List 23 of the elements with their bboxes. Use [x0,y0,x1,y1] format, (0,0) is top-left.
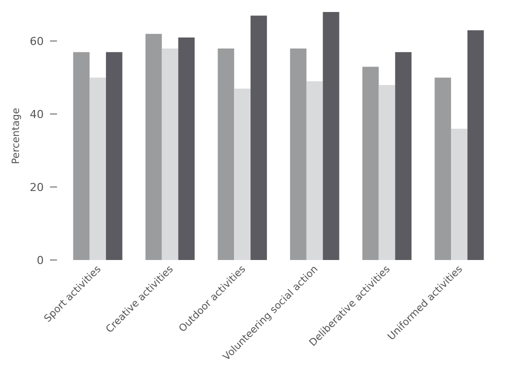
y-tick-label: 20 [30,180,44,194]
y-axis-title: Percentage [10,108,22,164]
bar [90,78,106,260]
bar [106,52,122,260]
bar [362,66,379,260]
bar [451,128,468,260]
y-tick-label: 60 [30,35,44,48]
bar [162,48,178,260]
bar [434,78,452,260]
bar [290,48,306,260]
bar [250,16,267,260]
bar [218,48,234,260]
bar [306,81,323,260]
bar [322,12,340,260]
bar [378,84,396,260]
y-tick-label: 40 [30,108,44,121]
bar [145,34,162,260]
bar [234,88,251,260]
bar [467,30,484,260]
bar [178,38,195,260]
bar [395,52,412,260]
y-tick-label: 0 [36,254,44,267]
bar [73,52,90,260]
